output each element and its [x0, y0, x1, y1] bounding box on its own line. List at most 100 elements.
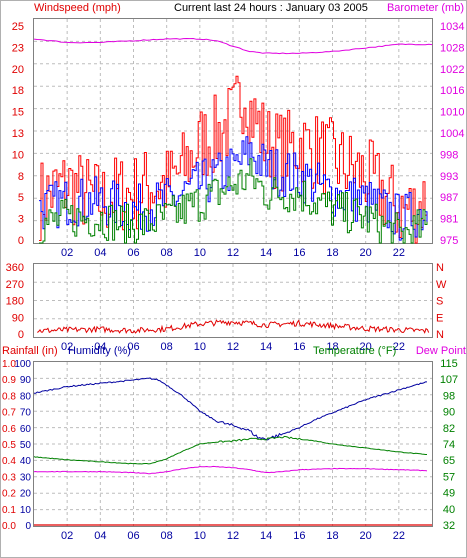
barometer-y-tick: 975: [440, 235, 458, 247]
direction-y-tick: 0: [18, 329, 24, 341]
temperature-y-tick: 32: [443, 520, 455, 532]
report-date-title: Current last 24 hours : January 03 2005: [174, 2, 368, 14]
wind-y-tick: 13: [12, 128, 24, 140]
wind-barometer-chart: 02 04 06 08 10 12 14 16 18 20 22 0 3 5 8 10 13 15 18 20 23 25…: [12, 18, 464, 259]
temperature-y-tick: 82: [443, 423, 455, 435]
wind-y-tick: 3: [18, 214, 24, 226]
rainfall-y-tick: 0.7: [2, 408, 16, 419]
humidity-label: Humidity (%): [68, 345, 131, 357]
temperature-y-tick: 98: [443, 390, 455, 402]
wind-y-tick: 10: [12, 149, 24, 161]
temperature-y-tick: 90: [443, 407, 455, 419]
x-tick-label: 06: [127, 341, 139, 353]
direction-y-tick: 360: [6, 262, 24, 274]
wind-panel-title: Windspeed (mph): [34, 2, 121, 14]
barometer-y-tick: 998: [440, 149, 458, 161]
wind-y-tick: 0: [18, 235, 24, 247]
x-tick-label: 06: [127, 247, 139, 259]
x-tick-label: 04: [94, 530, 106, 542]
x-tick-label: 08: [161, 247, 173, 259]
temperature-y-tick: 115: [440, 358, 458, 370]
wind-y-tick: 25: [12, 21, 24, 33]
compass-y-tick: E: [436, 312, 443, 324]
rainfall-y-tick: 0.6: [2, 424, 16, 435]
rainfall-y-tick: 0.4: [2, 456, 16, 467]
x-tick-label: 08: [161, 341, 173, 353]
direction-y-tick: 180: [6, 296, 24, 308]
x-tick-label: 22: [393, 247, 405, 259]
temperature-y-tick: 40: [443, 504, 455, 516]
rain-humidity-temperature-chart: 02 04 06 08 10 12 14 16 18 20 22 0.0 0.1 0.2 0.3 0.4 0.5…: [2, 358, 458, 542]
x-tick-label: 18: [326, 530, 338, 542]
rainfall-y-tick: 0.5: [2, 440, 16, 451]
x-tick-label: 20: [360, 530, 372, 542]
barometer-panel-title: Barometer (mb): [387, 2, 464, 14]
humidity-y-tick: 70: [20, 408, 32, 419]
x-tick-label: 12: [227, 247, 239, 259]
barometer-y-tick: 987: [440, 192, 458, 204]
barometer-y-tick: 1004: [440, 128, 464, 140]
x-tick-label: 02: [61, 530, 73, 542]
x-tick-label: 04: [94, 247, 106, 259]
humidity-y-tick: 30: [20, 472, 32, 483]
x-tick-label: 16: [293, 247, 305, 259]
temperature-line: [33, 435, 427, 465]
wind-direction-line: [37, 319, 430, 335]
dewpoint-line: [33, 465, 428, 475]
compass-y-tick: W: [436, 279, 447, 291]
x-tick-label: 02: [61, 247, 73, 259]
wind-y-tick: 18: [12, 85, 24, 97]
rainfall-y-tick: 0.0: [2, 521, 16, 532]
compass-y-tick: N: [436, 329, 444, 341]
rainfall-y-tick: 0.2: [2, 489, 16, 500]
rainfall-label: Rainfall (in): [2, 345, 58, 357]
compass-y-tick: N: [436, 262, 444, 274]
wind-y-tick: 15: [12, 107, 24, 119]
x-tick-label: 02: [61, 341, 73, 353]
wind-y-tick: 5: [18, 192, 24, 204]
temperature-y-tick: 49: [443, 488, 455, 500]
x-tick-label: 22: [393, 530, 405, 542]
barometer-y-tick: 1028: [440, 42, 464, 54]
wind-y-tick: 23: [12, 42, 24, 54]
humidity-y-tick: 100: [14, 359, 31, 370]
temperature-label: Temperature (°F): [313, 345, 396, 357]
x-tick-label: 04: [94, 341, 106, 353]
temperature-y-tick: 65: [443, 455, 455, 467]
barometer-y-tick: 1010: [440, 107, 464, 119]
x-tick-label: 16: [293, 341, 305, 353]
x-tick-label: 20: [360, 341, 372, 353]
x-tick-label: 10: [194, 247, 206, 259]
x-tick-label: 12: [227, 341, 239, 353]
rainfall-y-tick: 0.8: [2, 391, 16, 402]
barometer-y-tick: 993: [440, 171, 458, 183]
temperature-y-tick: 107: [440, 374, 458, 386]
humidity-y-tick: 20: [20, 489, 32, 500]
x-tick-label: 10: [194, 341, 206, 353]
dewpoint-label: Dew Point: [416, 345, 466, 357]
humidity-line: [34, 377, 427, 441]
compass-y-tick: S: [436, 296, 443, 308]
x-tick-label: 22: [393, 341, 405, 353]
x-tick-label: 18: [326, 247, 338, 259]
humidity-y-tick: 90: [20, 375, 32, 386]
rainfall-y-tick: 1.0: [2, 359, 16, 370]
humidity-y-tick: 10: [20, 505, 32, 516]
humidity-y-tick: 50: [20, 440, 32, 451]
humidity-y-tick: 0: [25, 521, 31, 532]
barometer-y-tick: 981: [440, 214, 458, 226]
humidity-y-tick: 80: [20, 391, 32, 402]
x-tick-label: 14: [260, 247, 272, 259]
x-tick-label: 06: [127, 530, 139, 542]
direction-y-tick: 270: [6, 279, 24, 291]
x-tick-label: 16: [293, 530, 305, 542]
x-tick-label: 14: [260, 530, 272, 542]
x-tick-label: 10: [194, 530, 206, 542]
x-tick-label: 14: [260, 341, 272, 353]
rainfall-y-tick: 0.9: [2, 375, 16, 386]
humidity-y-tick: 40: [20, 456, 32, 467]
wind-series-1: [39, 136, 428, 241]
rainfall-y-tick: 0.3: [2, 472, 16, 483]
